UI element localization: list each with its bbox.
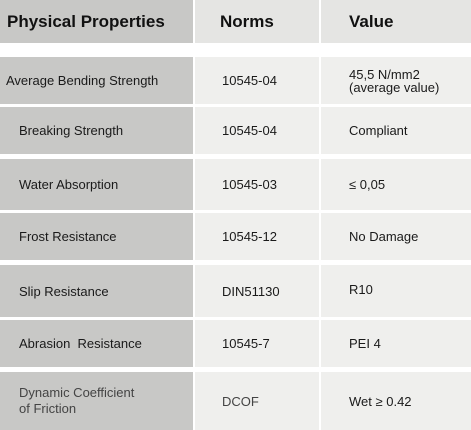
property-cell: Average Bending Strength — [0, 57, 193, 104]
property-cell: Dynamic Coefficient of Friction — [0, 372, 193, 430]
property-line: Dynamic Coefficient — [19, 385, 135, 400]
norm-cell: DIN51130 — [195, 265, 319, 317]
value-cell: ≤ 0,05 — [321, 159, 471, 210]
table-row: Slip Resistance DIN51130 R10 — [0, 265, 471, 317]
norm-cell: 10545-7 — [195, 320, 319, 367]
header-physical-properties: Physical Properties — [0, 0, 193, 43]
property-cell: Breaking Strength — [0, 107, 193, 154]
property-cell: Frost Resistance — [0, 213, 193, 260]
table-row: Frost Resistance 10545-12 No Damage — [0, 213, 471, 260]
header-norms: Norms — [195, 0, 319, 43]
value-cell: Compliant — [321, 107, 471, 154]
table-row: Water Absorption 10545-03 ≤ 0,05 — [0, 159, 471, 210]
value-cell: Wet ≥ 0.42 — [321, 372, 471, 430]
property-cell: Abrasion Resistance — [0, 320, 193, 367]
norm-cell: 10545-12 — [195, 213, 319, 260]
norm-cell: 10545-04 — [195, 107, 319, 154]
property-cell: Water Absorption — [0, 159, 193, 210]
norm-cell: 10545-03 — [195, 159, 319, 210]
value-line: (average value) — [349, 79, 440, 95]
table-row: Breaking Strength 10545-04 Compliant — [0, 107, 471, 154]
norm-cell: DCOF — [195, 372, 319, 430]
table-header: Physical Properties Norms Value — [0, 0, 471, 43]
table-row: Abrasion Resistance 10545-7 PEI 4 — [0, 320, 471, 367]
value-cell: PEI 4 — [321, 320, 471, 367]
property-line: of Friction — [19, 401, 77, 416]
header-value: Value — [321, 0, 471, 43]
value-cell: R10 — [321, 265, 471, 317]
norm-cell: 10545-04 — [195, 57, 319, 104]
value-cell: 45,5 N/mm2 (average value) — [321, 57, 471, 104]
table-row: Dynamic Coefficient of Friction DCOF Wet… — [0, 372, 471, 430]
table-row: Average Bending Strength 10545-04 45,5 N… — [0, 57, 471, 104]
value-line: 45,5 N/mm2 — [349, 66, 420, 82]
value-cell: No Damage — [321, 213, 471, 260]
property-cell: Slip Resistance — [0, 265, 193, 317]
